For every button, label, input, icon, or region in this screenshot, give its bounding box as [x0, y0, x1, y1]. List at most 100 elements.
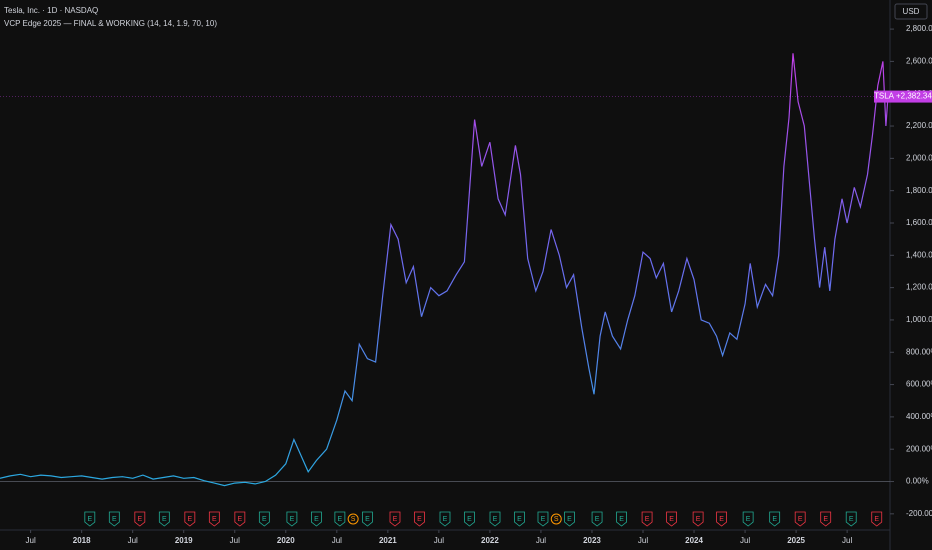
- event-marker: [845, 511, 857, 527]
- event-marker: [716, 511, 727, 527]
- event-label: E: [87, 516, 92, 523]
- event-label: E: [696, 516, 701, 523]
- event-label: S: [554, 516, 559, 523]
- y-tick-label: 2,800.00%: [906, 24, 932, 33]
- event-label: E: [719, 516, 724, 523]
- last-value-badge: [894, 90, 932, 103]
- event-label: E: [290, 516, 295, 523]
- x-tick-label: 2020: [277, 536, 295, 545]
- event-marker: [794, 511, 806, 527]
- x-tick-label: Jul: [740, 536, 750, 545]
- price-line: [0, 53, 889, 487]
- x-tick-label: 2019: [175, 536, 193, 545]
- event-marker: [108, 511, 120, 527]
- x-tick-label: Jul: [842, 536, 852, 545]
- y-tick-label: 2,200.00%: [906, 121, 932, 130]
- x-tick-label: Jul: [434, 536, 444, 545]
- x-tick-label: 2025: [787, 536, 805, 545]
- x-tick-label: Jul: [332, 536, 342, 545]
- event-label: E: [467, 516, 472, 523]
- x-tick-label: Jul: [638, 536, 648, 545]
- event-label: S: [351, 516, 356, 523]
- x-tick-label: Jul: [128, 536, 138, 545]
- x-tick-label: 2024: [685, 536, 703, 545]
- event-label: E: [188, 516, 193, 523]
- event-label: E: [493, 516, 498, 523]
- event-marker: [347, 513, 359, 525]
- event-marker: [234, 511, 246, 527]
- event-marker: [334, 511, 346, 527]
- event-marker: [84, 511, 96, 527]
- event-label: E: [212, 516, 217, 523]
- event-marker: [158, 511, 170, 527]
- event-marker: [362, 511, 373, 527]
- event-marker: [464, 511, 475, 527]
- y-tick-label: 1,600.00%: [906, 218, 932, 227]
- y-tick-label: 1,400.00%: [906, 250, 932, 259]
- event-marker: [616, 511, 627, 527]
- event-label: E: [874, 516, 879, 523]
- event-label: E: [567, 516, 572, 523]
- currency-box[interactable]: [894, 3, 928, 20]
- event-label: E: [619, 516, 624, 523]
- event-marker: [666, 511, 677, 527]
- event-label: E: [823, 516, 828, 523]
- event-marker: [184, 511, 196, 527]
- y-tick-label: 1,200.00%: [906, 283, 932, 292]
- event-label: E: [595, 516, 600, 523]
- event-marker: [742, 511, 754, 527]
- event-label: E: [262, 516, 267, 523]
- x-tick-label: 2022: [481, 536, 499, 545]
- last-value-label: +2,382.34%: [896, 92, 932, 101]
- event-marker: [641, 511, 653, 527]
- event-marker: [208, 511, 220, 527]
- event-marker: [439, 511, 451, 527]
- symbol-label: TSLA: [874, 92, 895, 101]
- x-tick-label: Jul: [230, 536, 240, 545]
- event-label: E: [238, 516, 243, 523]
- y-tick-label: 400.00%: [906, 412, 932, 421]
- event-label: E: [669, 516, 674, 523]
- event-label: E: [365, 516, 370, 523]
- y-tick-label: -200.00%: [906, 509, 932, 518]
- event-marker: [134, 511, 146, 527]
- y-tick-label: 2,000.00%: [906, 153, 932, 162]
- chart-title: Tesla, Inc. · 1D · NASDAQ: [4, 6, 98, 15]
- y-tick-label: 800.00%: [906, 347, 932, 356]
- x-tick-label: 2021: [379, 536, 397, 545]
- event-marker: [591, 511, 603, 527]
- y-tick-label: 2,600.00%: [906, 57, 932, 66]
- event-marker: [769, 511, 781, 527]
- y-tick-label: 200.00%: [906, 444, 932, 453]
- event-label: E: [314, 516, 319, 523]
- symbol-badge: [874, 90, 894, 103]
- y-tick-label: 1,800.00%: [906, 186, 932, 195]
- event-marker: [820, 511, 832, 527]
- event-marker: [871, 511, 883, 527]
- event-label: E: [338, 516, 343, 523]
- event-marker: [514, 511, 525, 527]
- x-tick-label: Jul: [26, 536, 36, 545]
- event-marker: [286, 511, 298, 527]
- event-label: E: [137, 516, 142, 523]
- event-label: E: [645, 516, 650, 523]
- x-tick-label: Jul: [536, 536, 546, 545]
- event-label: E: [417, 516, 422, 523]
- y-tick-label: 1,000.00%: [906, 315, 932, 324]
- event-label: E: [393, 516, 398, 523]
- event-marker: [310, 511, 322, 527]
- y-tick-label: 600.00%: [906, 380, 932, 389]
- event-marker: [537, 511, 549, 527]
- event-marker: [414, 511, 425, 527]
- event-label: E: [772, 516, 777, 523]
- event-marker: [692, 511, 704, 527]
- event-label: E: [112, 516, 117, 523]
- indicator-title: VCP Edge 2025 — FINAL & WORKING (14, 14,…: [4, 19, 217, 28]
- x-tick-label: 2023: [583, 536, 601, 545]
- event-marker: [258, 511, 270, 527]
- event-label: E: [541, 516, 546, 523]
- event-marker: [550, 513, 562, 525]
- currency[interactable]: USD: [903, 7, 920, 16]
- x-tick-label: 2018: [73, 536, 91, 545]
